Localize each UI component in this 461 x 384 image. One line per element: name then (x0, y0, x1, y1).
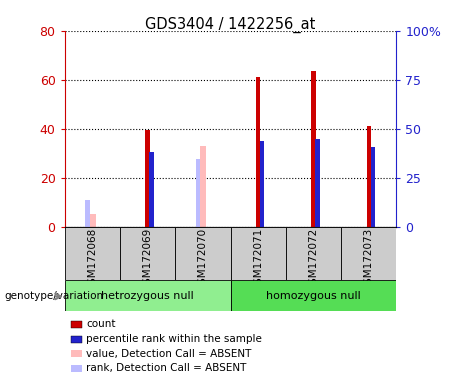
Text: GDS3404 / 1422256_at: GDS3404 / 1422256_at (145, 17, 316, 33)
Text: value, Detection Call = ABSENT: value, Detection Call = ABSENT (86, 349, 252, 359)
Bar (230, 280, 396, 311)
Text: rank, Detection Call = ABSENT: rank, Detection Call = ABSENT (86, 363, 247, 373)
Bar (286, 227, 341, 280)
Text: percentile rank within the sample: percentile rank within the sample (86, 334, 262, 344)
Bar (366, 126, 371, 227)
Bar (341, 227, 396, 280)
Text: GSM172070: GSM172070 (198, 228, 208, 291)
Text: count: count (86, 319, 116, 329)
Bar (315, 139, 319, 227)
Bar (260, 141, 264, 227)
Text: GSM172071: GSM172071 (253, 228, 263, 291)
Bar (89, 214, 95, 227)
Bar (200, 146, 206, 227)
Bar (85, 200, 90, 227)
Bar (175, 227, 230, 280)
Bar (256, 77, 260, 227)
Text: GSM172072: GSM172072 (308, 228, 319, 291)
Text: GSM172068: GSM172068 (87, 228, 97, 291)
Bar (230, 227, 286, 280)
Bar (149, 152, 154, 227)
Text: homozygous null: homozygous null (266, 291, 361, 301)
Bar (196, 159, 201, 227)
Bar (311, 71, 316, 227)
Bar (145, 130, 150, 227)
Bar (65, 280, 230, 311)
Text: GSM172069: GSM172069 (142, 228, 153, 291)
Bar (371, 147, 375, 227)
Bar (120, 227, 175, 280)
Text: genotype/variation: genotype/variation (5, 291, 104, 301)
Bar (65, 227, 120, 280)
Text: GSM172073: GSM172073 (364, 228, 374, 291)
Text: hetrozygous null: hetrozygous null (101, 291, 194, 301)
